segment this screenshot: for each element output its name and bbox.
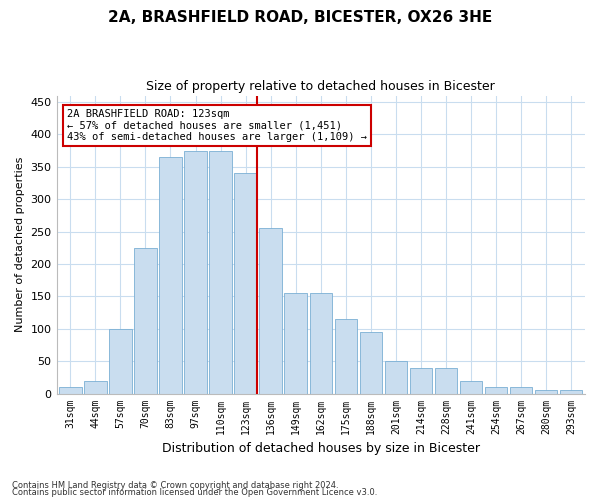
Bar (335, 319, 357, 394)
Bar (235, 174, 257, 394)
Bar (84, 380, 107, 394)
Text: Contains public sector information licensed under the Open Government Licence v3: Contains public sector information licen… (12, 488, 377, 497)
Bar (159, 157, 182, 394)
Bar (109, 329, 131, 394)
Bar (535, 390, 557, 394)
Bar (435, 368, 457, 394)
Bar (385, 361, 407, 394)
Bar (485, 387, 508, 394)
Bar (560, 390, 583, 394)
Text: Contains HM Land Registry data © Crown copyright and database right 2024.: Contains HM Land Registry data © Crown c… (12, 480, 338, 490)
Bar (310, 293, 332, 394)
Bar (209, 150, 232, 394)
Y-axis label: Number of detached properties: Number of detached properties (15, 157, 25, 332)
Bar (259, 228, 282, 394)
Bar (134, 248, 157, 394)
Bar (359, 332, 382, 394)
Bar (510, 387, 532, 394)
Bar (460, 380, 482, 394)
X-axis label: Distribution of detached houses by size in Bicester: Distribution of detached houses by size … (162, 442, 480, 455)
Text: 2A, BRASHFIELD ROAD, BICESTER, OX26 3HE: 2A, BRASHFIELD ROAD, BICESTER, OX26 3HE (108, 10, 492, 25)
Bar (59, 387, 82, 394)
Bar (284, 293, 307, 394)
Bar (184, 150, 207, 394)
Title: Size of property relative to detached houses in Bicester: Size of property relative to detached ho… (146, 80, 495, 93)
Text: 2A BRASHFIELD ROAD: 123sqm
← 57% of detached houses are smaller (1,451)
43% of s: 2A BRASHFIELD ROAD: 123sqm ← 57% of deta… (67, 109, 367, 142)
Bar (410, 368, 432, 394)
